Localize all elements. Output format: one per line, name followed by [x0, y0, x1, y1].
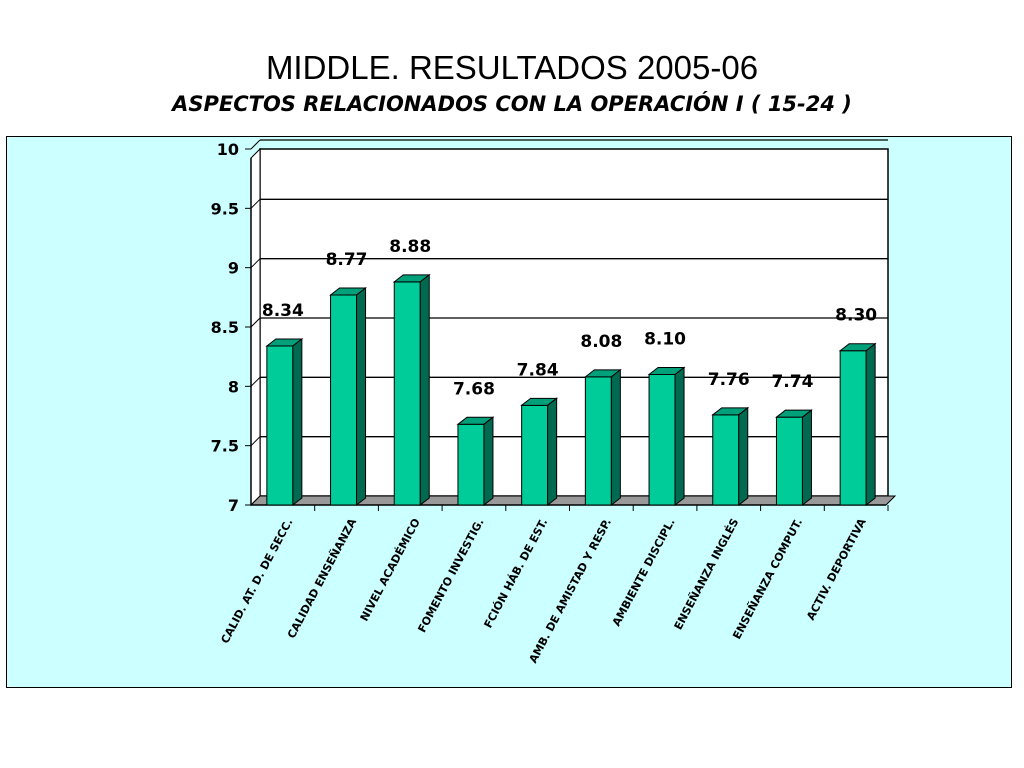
chart-panel: 7 7.5 8 8.5 9 9.5 10 CALID. AT. D. DE SECC. CAL…: [6, 136, 1012, 688]
bar-front: [712, 414, 740, 506]
page-subtitle: ASPECTOS RELACIONADOS CON LA OPERACIÓN I…: [172, 92, 852, 116]
bar-front: [775, 416, 803, 506]
bar-side: [292, 337, 303, 507]
plot-side-wall: [250, 147, 261, 507]
gridline-diagonal: [250, 436, 261, 447]
x-tick-label: ACTIV. DEPORTIVA: [804, 516, 869, 622]
y-tick-label: 7.5: [211, 437, 239, 456]
x-tick-label: ENSEÑANZA COMPUT.: [730, 516, 805, 641]
bar-front: [457, 423, 485, 506]
x-tick-label: FCIÓN HÁB. DE EST.: [481, 516, 550, 630]
y-tick-label: 8.5: [211, 318, 239, 337]
bars: [265, 273, 877, 507]
gridline-diagonal: [250, 139, 261, 150]
x-tick-labels: CALID. AT. D. DE SECC.CALIDAD ENSEÑANZAN…: [218, 516, 869, 665]
y-tick-label: 10: [217, 140, 239, 159]
gridline-diagonal: [250, 376, 261, 387]
gridline-diagonal: [250, 317, 261, 328]
y-tick-label: 8: [228, 377, 239, 396]
x-tick-label: CALIDAD ENSEÑANZA: [285, 516, 360, 641]
bar-side: [547, 397, 558, 507]
data-labels: 8.34 8.77 8.88 7.68 7.84 8.08 8.10 7.76 7.74 8.30: [262, 237, 877, 399]
bar-front: [521, 404, 549, 506]
x-tick-label: AMBIENTE DISCIPL.: [610, 516, 678, 628]
bar-front: [330, 294, 358, 506]
bar-front: [584, 376, 612, 506]
y-tick-label: 7: [228, 496, 239, 515]
data-label: 8.34: [262, 301, 304, 321]
data-label: 8.77: [326, 250, 368, 270]
y-tick-label: 9.5: [211, 199, 239, 218]
bar-side: [356, 286, 367, 507]
gridline-diagonal: [250, 258, 261, 269]
data-label: 8.30: [835, 306, 877, 326]
x-tick-label: NIVEL ACADÉMICO: [358, 516, 423, 623]
bar-side: [865, 342, 876, 507]
bar-side: [419, 273, 430, 507]
bar-side: [738, 406, 749, 507]
x-tick-label: ENSEÑANZA INGLÉS: [672, 516, 742, 632]
y-tick-label: 9: [228, 259, 239, 278]
data-label: 7.76: [708, 370, 750, 390]
data-label: 8.08: [580, 332, 622, 352]
x-tick-label: FOMENTO INVESTIG.: [415, 516, 486, 634]
page-title: MIDDLE. RESULTADOS 2005-06: [265, 49, 759, 86]
bar-front: [393, 281, 421, 506]
data-label: 8.10: [644, 329, 686, 349]
bar-side: [483, 416, 494, 507]
gridline-diagonal: [250, 198, 261, 209]
data-label: 7.74: [771, 372, 813, 392]
bar-front: [266, 345, 294, 506]
bar-chart: 7 7.5 8 8.5 9 9.5 10 CALID. AT. D. DE SECC.CAL…: [211, 139, 897, 665]
bar-front: [839, 350, 867, 506]
x-tick-label: CALID. AT. D. DE SECC.: [218, 516, 295, 645]
data-label: 8.88: [389, 237, 431, 257]
bar-front: [648, 373, 676, 506]
data-label: 7.84: [517, 360, 559, 380]
bar-side: [801, 409, 812, 507]
bar-side: [610, 368, 621, 507]
y-tick-labels: 7 7.5 8 8.5 9 9.5 10: [211, 140, 239, 515]
data-label: 7.68: [453, 379, 495, 399]
bar-side: [674, 366, 685, 507]
